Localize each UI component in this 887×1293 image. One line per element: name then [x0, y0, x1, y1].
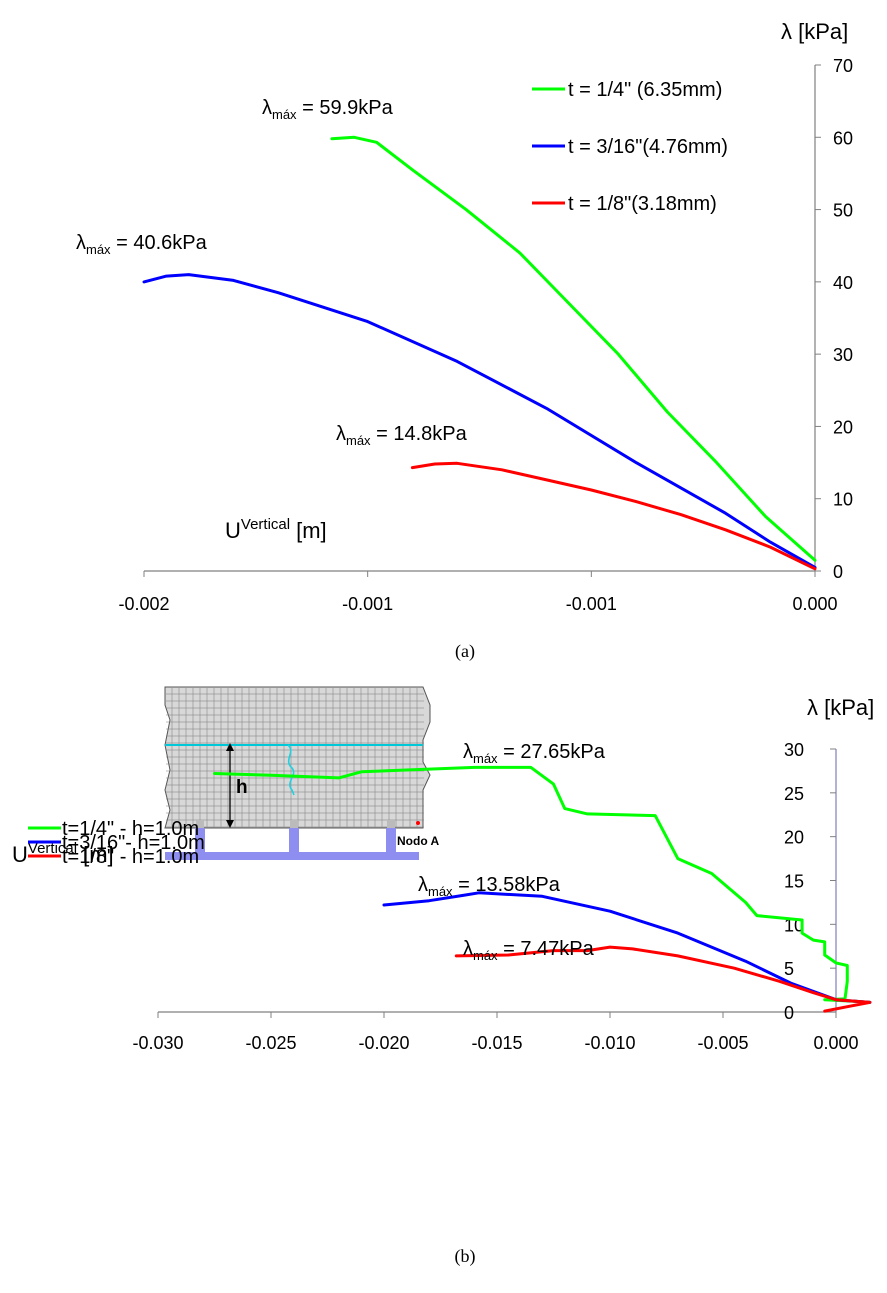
chart-a-xtick-label: 0.000	[792, 594, 837, 614]
chart-b-ytick-label: 5	[784, 959, 794, 979]
chart-b-annotation-3: λmáx = 7.47kPa	[463, 938, 595, 963]
chart-a-ylabel: λ [kPa]	[781, 19, 848, 44]
legend-a-label-1: t = 1/4" (6.35mm)	[568, 79, 722, 101]
crack-trace	[287, 744, 295, 796]
chart-b-series-3-line	[454, 945, 872, 1013]
chart-a-caption: (a)	[455, 641, 475, 662]
height-label: h	[236, 777, 248, 798]
chart-b-xtick-label: 0.000	[813, 1033, 858, 1053]
node-a-marker	[416, 821, 420, 825]
chart-a-ytick-label: 20	[833, 417, 853, 437]
chart-a-xtick-label: -0.001	[342, 594, 393, 614]
chart-a-xtick-label: -0.001	[566, 594, 617, 614]
support-foot-1	[196, 820, 204, 828]
chart-a-ytick-label: 50	[833, 201, 853, 221]
support-post-3	[386, 828, 396, 855]
chart-b-ytick-label: 15	[784, 872, 804, 892]
node-a-label: Nodo A	[397, 834, 440, 848]
height-arrow-head-bottom	[226, 820, 234, 828]
legend-b-label-1: t=1/4" - h=1.0m	[62, 818, 199, 840]
chart-a-ytick-label: 60	[833, 128, 853, 148]
chart-a-annotation-3: λmáx = 14.8kPa	[336, 423, 468, 448]
chart-b-xlabel: UVertical [m]	[12, 840, 114, 867]
chart-b-xtick-label: -0.020	[358, 1033, 409, 1053]
chart-b-legend: t=1/4" - h=1.0m t=3/16"- h=1.0m t=1/8" -…	[28, 818, 205, 868]
support-post-1	[195, 828, 205, 855]
chart-a-ytick-label: 30	[833, 345, 853, 365]
tank-inset: h Nodo A	[164, 686, 440, 860]
legend-a-label-2: t = 3/16"(4.76mm)	[568, 136, 728, 158]
chart-b-xtick-label: -0.015	[471, 1033, 522, 1053]
chart-a-xtick-label: -0.002	[118, 594, 169, 614]
chart-b-caption: (b)	[455, 1246, 476, 1267]
chart-a-ytick-label: 70	[833, 56, 853, 76]
chart-b-xtick-label: -0.005	[697, 1033, 748, 1053]
chart-a-series-1-line	[330, 135, 817, 562]
chart-a-annotation-1: λmáx = 59.9kPa	[262, 97, 394, 122]
chart-a-series-3-line	[410, 461, 817, 571]
chart-a: -0.002 -0.001 -0.001 0.000 010203040506070 …	[76, 19, 853, 662]
chart-a-ytick-label: 0	[833, 562, 843, 582]
chart-b-xtick-label: -0.010	[584, 1033, 635, 1053]
chart-b-xtick-label: -0.030	[132, 1033, 183, 1053]
chart-b-xtick-label: -0.025	[245, 1033, 296, 1053]
chart-a-ytick-label: 40	[833, 273, 853, 293]
chart-b-annotation-1: λmáx = 27.65kPa	[463, 741, 606, 766]
height-arrow-head-top	[226, 743, 234, 751]
chart-b-series-1-line	[213, 765, 872, 1004]
chart-a-ytick-label: 10	[833, 490, 853, 510]
support-post-2	[289, 828, 299, 855]
support-foot-3	[387, 820, 395, 828]
chart-a-annotation-2: λmáx = 40.6kPa	[76, 232, 208, 257]
chart-b-ylabel: λ [kPa]	[807, 695, 874, 720]
support-beam	[165, 852, 419, 860]
chart-a-xlabel: UVertical [m]	[225, 516, 327, 543]
legend-b-label-3: t=1/8" - h=1.0m	[62, 846, 199, 868]
legend-b-label-2: t=3/16"- h=1.0m	[62, 832, 205, 854]
chart-b: -0.030 -0.025 -0.020 -0.015 -0.010 -0.005 0.00…	[12, 686, 874, 1267]
chart-a-legend: t = 1/4" (6.35mm) t = 3/16"(4.76mm) t = …	[532, 79, 728, 215]
chart-a-series-2-line	[142, 273, 817, 569]
chart-b-ytick-label: 30	[784, 740, 804, 760]
support-foot-2	[290, 820, 298, 828]
chart-b-ytick-label: 20	[784, 828, 804, 848]
chart-b-annotation-2: λmáx = 13.58kPa	[418, 874, 561, 899]
chart-b-ytick-label: 0	[784, 1003, 794, 1023]
chart-b-ytick-label: 25	[784, 784, 804, 804]
legend-a-label-3: t = 1/8"(3.18mm)	[568, 193, 717, 215]
